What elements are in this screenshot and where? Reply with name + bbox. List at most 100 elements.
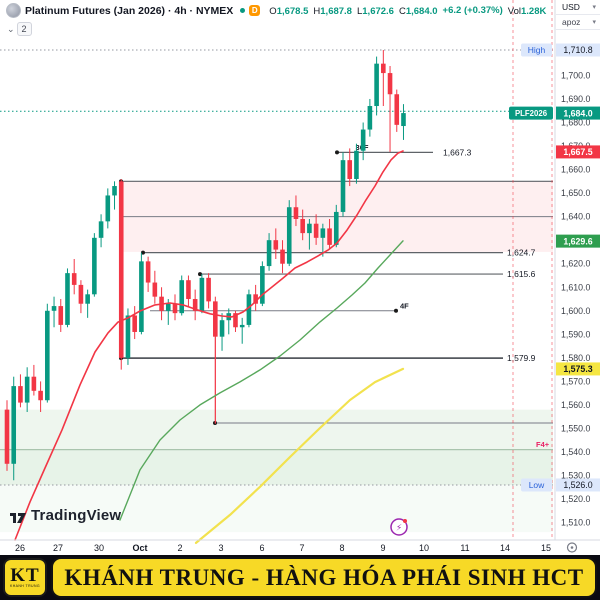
price-tick-label: 1,700.0 [561, 70, 590, 80]
line-1667-anchor-dot[interactable] [335, 150, 339, 155]
marker-alert-dot [403, 519, 407, 523]
price-tick-label: 1,530.0 [561, 471, 590, 481]
price-tick-label: 1,600.0 [561, 306, 590, 316]
replay-marker[interactable]: ⚡ [390, 518, 408, 536]
line-4f-1600-tag: 4F [400, 301, 409, 310]
price-axis[interactable]: 1,700.01,690.01,680.01,670.01,660.01,650… [509, 43, 600, 528]
high-price-badge: 1,710.8 [563, 45, 592, 55]
marker-circle[interactable] [390, 518, 408, 536]
candle-body [273, 240, 279, 250]
price-tick-label: 1,540.0 [561, 447, 590, 457]
candle-body [327, 228, 332, 245]
candle-body [206, 277, 211, 302]
line-1615-price-label: 1,615.6 [507, 269, 536, 279]
price-tick-label: 1,510.0 [561, 518, 590, 528]
line-4f-1600-anchor-dot[interactable] [394, 308, 398, 313]
ohlc-readout: O1,678.5 H1,687.8 L1,672.6 C1,684.0 +6.2… [269, 4, 547, 17]
line-1624-anchor-dot[interactable] [141, 250, 145, 255]
low-price-bg [556, 478, 600, 492]
candle-body [360, 129, 366, 151]
symbol-title[interactable]: Platinum Futures (Jan 2026) · 4h · NYMEX [25, 4, 234, 17]
open-value: 1,678.5 [276, 5, 309, 17]
banner-text: KHÁNH TRUNG - HÀNG HÓA PHÁI SINH HCT [64, 564, 584, 590]
candle-body [105, 195, 111, 222]
candle-body [374, 63, 379, 107]
unit-selector[interactable]: apoz ▾ [556, 15, 600, 30]
time-tick-label: 7 [299, 543, 304, 553]
chart-area[interactable]: 30F1,667.31,624.71,615.61,579.94FF4+1,70… [0, 0, 600, 555]
clock-icon [566, 542, 578, 553]
candle-body [152, 282, 158, 297]
market-status-dot [240, 8, 246, 13]
ema-red [14, 150, 404, 541]
tradingview-logo-icon [10, 512, 26, 523]
high-label-bg [521, 43, 552, 57]
price-chart-canvas[interactable]: 30F1,667.31,624.71,615.61,579.94FF4+1,70… [0, 0, 600, 555]
f4-line-tag: F4+ [536, 440, 550, 449]
low-label: Low [529, 480, 545, 490]
ma-green [119, 240, 404, 521]
candle-body [132, 315, 137, 332]
object-count-badge: 2 [16, 22, 32, 36]
candle-body [58, 306, 64, 325]
price-tick-label: 1,570.0 [561, 376, 590, 386]
clock-icon-dot [570, 546, 574, 549]
object-tree-toggle[interactable]: ⌄ 2 [7, 22, 32, 36]
time-tick-label: 3 [218, 543, 223, 553]
candle-body [354, 150, 359, 179]
scale-unit-selectors: USD ▾ apoz ▾ [556, 0, 600, 30]
candle-body [51, 306, 57, 311]
candle-body [38, 390, 43, 401]
line-1615-anchor-dot[interactable] [198, 272, 202, 277]
time-tick-label: 30 [94, 543, 104, 553]
candle-body [239, 324, 245, 328]
candle-body [387, 73, 393, 95]
candle-body [367, 106, 373, 130]
volume-value: 1.28K [520, 5, 547, 17]
candle-body [65, 273, 70, 325]
kt-logo: KT KHANH TRUNG [3, 558, 47, 597]
watermark-text: TradingView [31, 507, 122, 524]
chevron-down-icon: ▾ [592, 4, 596, 11]
red-ma-price-badge: 1,667.5 [563, 147, 592, 157]
price-tick-label: 1,580.0 [561, 353, 590, 363]
symbol-legend[interactable]: Platinum Futures (Jan 2026) · 4h · NYMEX… [6, 3, 546, 18]
time-tick-label: 8 [339, 543, 344, 553]
time-tick-label: 15 [541, 543, 551, 553]
candle-body [293, 207, 299, 219]
candle-body [92, 237, 97, 295]
close-value: 1,684.0 [405, 5, 438, 17]
candle-body [11, 386, 17, 464]
candle-body [266, 240, 272, 267]
banner-pill: KHÁNH TRUNG - HÀNG HÓA PHÁI SINH HCT [51, 557, 597, 598]
candle-body [186, 280, 191, 300]
candle-body [313, 223, 319, 238]
candle-body [98, 221, 104, 238]
price-tick-label: 1,560.0 [561, 400, 590, 410]
candle-body [401, 113, 406, 127]
candle-body [165, 303, 171, 311]
time-tick-label: 27 [53, 543, 63, 553]
time-tick-label: 6 [259, 543, 264, 553]
candle-body [260, 266, 265, 304]
candle-body [347, 160, 353, 179]
time-tick-label: Oct [132, 543, 147, 553]
candle-body [253, 294, 258, 304]
candle-body [71, 273, 77, 285]
demand-zone-2 [0, 449, 553, 485]
candle-body [112, 186, 117, 196]
high-value: 1,687.8 [320, 5, 352, 17]
timeframe-badge[interactable]: D [249, 5, 261, 16]
axis-settings-icon[interactable] [566, 542, 578, 553]
green-ma-price-badge-bg [556, 234, 600, 248]
candle-body [307, 223, 312, 234]
time-tick-label: 26 [15, 543, 25, 553]
candle-body [381, 63, 386, 74]
time-axis[interactable]: 26 27 30 Oct 2 3 6 7 8 9 10 11 14 15 [15, 543, 551, 553]
currency-selector[interactable]: USD ▾ [556, 0, 600, 15]
high-price-bg [556, 43, 600, 57]
candle-body [192, 299, 198, 311]
candle-body [139, 261, 144, 332]
candle-body [45, 310, 50, 401]
candle-body [394, 94, 400, 125]
